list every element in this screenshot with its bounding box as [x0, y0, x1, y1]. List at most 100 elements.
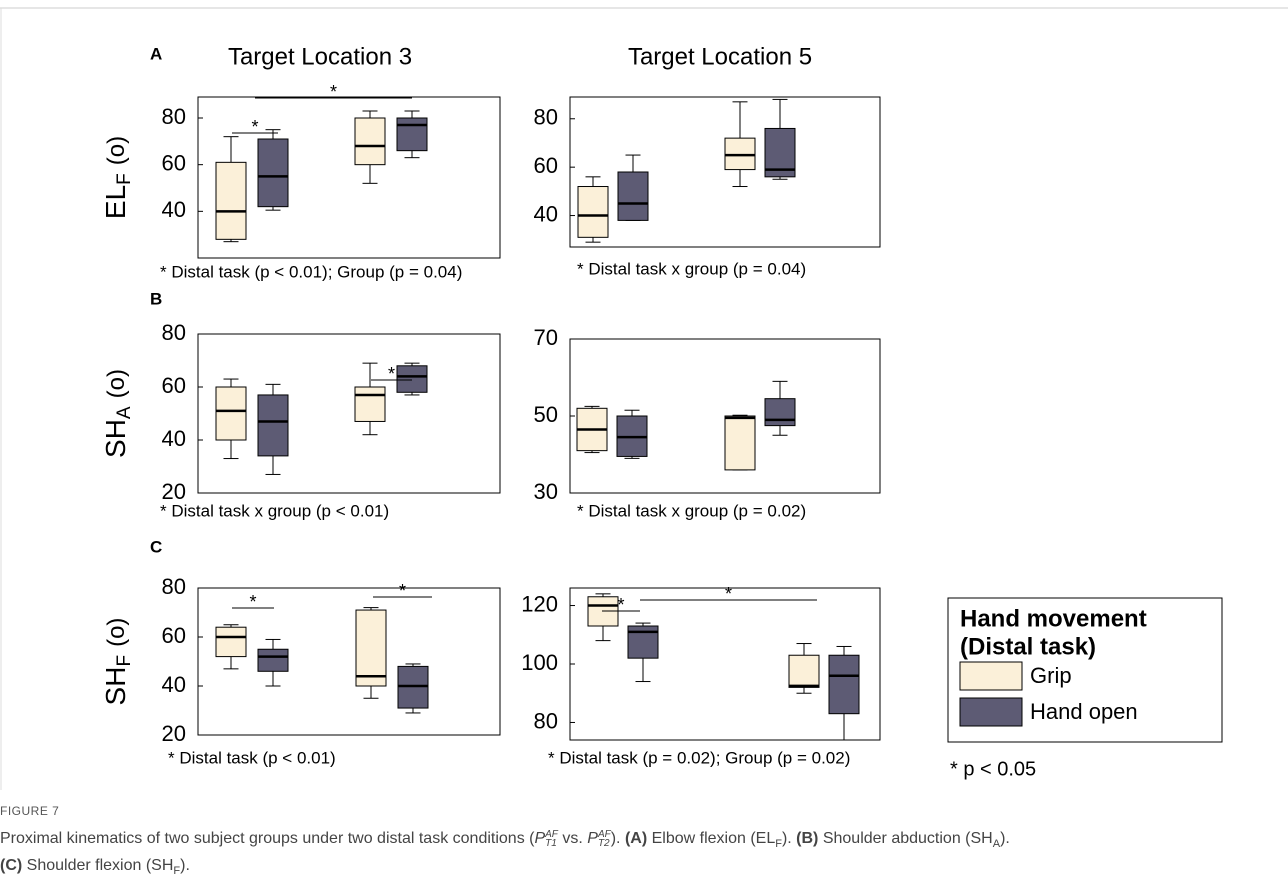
y-tick-label: 100 [521, 650, 558, 675]
box [617, 171, 649, 221]
box [724, 415, 756, 471]
sub: T1 [545, 837, 557, 849]
caption-bold: (C) [0, 857, 23, 875]
significance-star: * [617, 595, 624, 615]
y-axis-label: SHA (o) [100, 369, 135, 458]
box [215, 161, 247, 240]
axes-frame [197, 333, 501, 494]
caption-script: AF T2 [597, 828, 611, 849]
significance-star: * [249, 592, 256, 612]
y-tick-label: 40 [162, 672, 186, 697]
box [354, 386, 386, 422]
caption-text: ). [1000, 830, 1010, 847]
caption-text: ). [610, 830, 625, 847]
y-tick-label: 60 [162, 150, 186, 175]
legend-title: Hand movement [960, 605, 1147, 632]
legend-swatch [959, 697, 1023, 727]
significance-star: * [399, 581, 406, 601]
significance-star: * [388, 364, 395, 384]
box [257, 138, 289, 208]
box [355, 609, 387, 687]
y-tick-label: 20 [162, 721, 186, 746]
caption-text: Elbow flexion (EL [647, 830, 776, 847]
y-tick-label: 80 [534, 105, 558, 130]
y-label-sub: F [114, 655, 135, 667]
y-tick-label: 60 [162, 373, 186, 398]
box [257, 648, 289, 672]
y-tick-label: 40 [534, 201, 558, 226]
caption: Proximal kinematics of two subject group… [0, 828, 1270, 882]
y-label-sub: F [114, 173, 135, 185]
legend-swatch [959, 661, 1023, 691]
panel-letter: C [150, 537, 162, 556]
caption-block: FIGURE 7 Proximal kinematics of two subj… [0, 800, 1270, 882]
y-axis-label: ELF (o) [100, 136, 135, 219]
box [215, 626, 247, 658]
caption-text: ). [180, 857, 190, 875]
caption-bold: (B) [796, 830, 819, 847]
caption-sub: A [992, 838, 1001, 851]
caption-script: AF T1 [545, 828, 558, 849]
box [828, 654, 860, 715]
y-tick-label: 80 [162, 320, 186, 345]
y-tick-label: 40 [162, 197, 186, 222]
caption-text: vs. [557, 830, 588, 847]
box [396, 365, 428, 393]
axes-frame [569, 96, 881, 248]
y-tick-label: 50 [534, 402, 558, 427]
chart-title: Target Location 3 [228, 43, 412, 70]
box [788, 654, 820, 688]
y-tick-label: 60 [162, 623, 186, 648]
panel-letter: B [150, 289, 162, 308]
y-label-unit: (o) [103, 618, 130, 647]
box [257, 394, 289, 457]
panel-note: * Distal task x group (p = 0.02) [577, 501, 806, 520]
legend-note: * p < 0.05 [950, 758, 1036, 780]
y-axis-label: SHF (o) [100, 618, 135, 706]
caption-text: P [534, 830, 546, 847]
legend-title: (Distal task) [960, 633, 1096, 660]
legend-label: Hand open [1030, 699, 1138, 724]
box [396, 117, 428, 152]
caption-text: Shoulder flexion (SH [22, 857, 174, 875]
significance-star: * [725, 584, 732, 604]
y-tick-label: 70 [534, 325, 558, 350]
panel-note: * Distal task (p < 0.01) [168, 748, 336, 767]
caption-bold: (A) [624, 830, 648, 847]
y-label-base: EL [100, 185, 131, 219]
sup: AF [597, 828, 611, 840]
box [354, 117, 386, 166]
caption-text: Shoulder abduction (SH [818, 830, 993, 847]
caption-sub: F [775, 838, 782, 851]
y-tick-label: 40 [162, 426, 186, 451]
panel-note: * Distal task (p < 0.01); Group (p = 0.0… [160, 262, 462, 281]
panel-note: * Distal task x group (p < 0.01) [160, 501, 389, 520]
axes-frame [197, 587, 501, 736]
y-tick-label: 20 [162, 479, 186, 504]
box [764, 398, 796, 427]
sup: AF [545, 828, 558, 840]
significance-star: * [330, 82, 337, 102]
panel-letter: A [150, 44, 162, 63]
figure-label: FIGURE 7 [0, 804, 60, 818]
sub: T2 [597, 837, 610, 849]
y-tick-label: 30 [534, 479, 558, 504]
caption-sub: F [173, 865, 181, 878]
caption-text: P [587, 830, 598, 847]
box [215, 386, 247, 441]
y-label-unit: (o) [103, 136, 130, 165]
legend-label: Grip [1030, 663, 1072, 688]
chart-title: Target Location 5 [628, 43, 812, 70]
y-label-base: SH [100, 419, 131, 458]
axes-frame [197, 96, 501, 259]
y-label-sub: A [114, 406, 135, 419]
box [577, 186, 609, 238]
caption-text: Proximal kinematics of two subject group… [0, 830, 535, 847]
caption-text: ). [781, 830, 797, 847]
panel-note: * Distal task (p = 0.02); Group (p = 0.0… [548, 748, 850, 767]
y-tick-label: 80 [162, 574, 186, 599]
y-label-unit: (o) [103, 369, 130, 398]
y-tick-label: 80 [162, 104, 186, 129]
